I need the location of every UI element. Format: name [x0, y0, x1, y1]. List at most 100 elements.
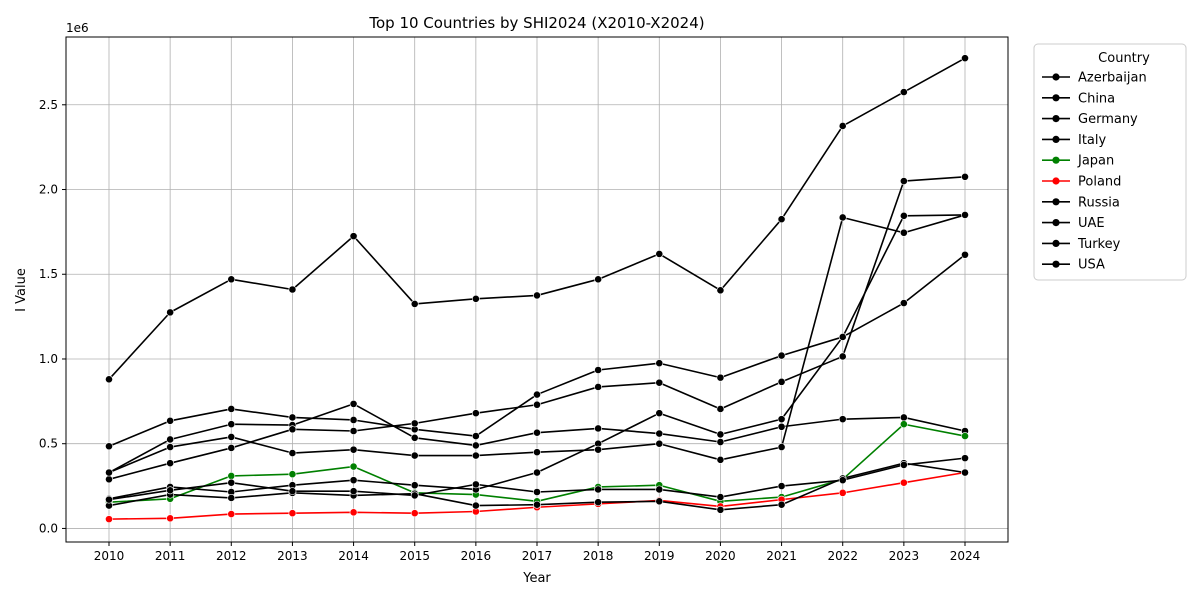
data-point	[166, 435, 175, 444]
data-point	[899, 88, 908, 96]
data-point	[349, 416, 358, 424]
legend-label: Poland	[1078, 175, 1121, 190]
y-axis-label: I Value	[14, 268, 29, 312]
legend-marker	[1052, 177, 1060, 185]
data-point	[716, 430, 725, 439]
data-point	[410, 491, 419, 500]
y-tick-label: 1.5	[39, 267, 58, 281]
x-tick-label: 2017	[522, 549, 553, 563]
data-point	[227, 478, 236, 487]
data-point	[594, 366, 603, 374]
legend-box	[1033, 43, 1187, 281]
x-axis-ticks: 2010 2011 2012 2013 2014 2015 2016 2017 2018 2019…	[94, 542, 981, 563]
data-point	[899, 228, 908, 237]
legend-marker	[1052, 73, 1060, 81]
data-point	[410, 481, 419, 490]
series-china	[105, 250, 969, 451]
y-axis-scale-label: 1e6	[66, 21, 89, 35]
data-point	[777, 215, 786, 224]
data-point	[777, 443, 786, 452]
data-point	[838, 476, 847, 485]
legend-label: China	[1078, 91, 1115, 106]
data-point	[349, 508, 358, 517]
data-point	[899, 478, 908, 487]
data-point	[655, 497, 664, 506]
legend-title: Country	[1098, 51, 1150, 66]
legend-label: UAE	[1078, 216, 1105, 231]
legend-item-russia: Russia	[1042, 195, 1120, 210]
data-point	[349, 232, 358, 241]
data-point	[471, 432, 480, 440]
legend-item-uae: UAE	[1042, 216, 1105, 231]
legend-items: Azerbaijan China Germany Italy Japan Poland Ru…	[1042, 71, 1147, 273]
x-tick-label: 2012	[216, 549, 247, 563]
data-point	[838, 333, 847, 341]
data-point	[105, 375, 113, 384]
data-point	[655, 359, 664, 368]
chart-title: Top 10 Countries by SHI2024 (X2010-X2024…	[368, 14, 704, 32]
data-point	[288, 449, 297, 457]
legend-item-poland: Poland	[1042, 175, 1121, 190]
y-axis-ticks: 0.0 0.5 1.0 1.5 2.0 2.5	[39, 98, 66, 535]
data-point	[655, 485, 664, 494]
data-point	[349, 476, 358, 485]
series-germany	[105, 399, 969, 477]
legend-item-usa: USA	[1042, 258, 1105, 273]
legend-marker	[1052, 219, 1060, 227]
legend-label: Germany	[1078, 112, 1138, 127]
data-point	[410, 509, 419, 518]
x-tick-label: 2015	[399, 549, 430, 563]
data-point	[288, 413, 297, 422]
x-tick-label: 2010	[94, 549, 125, 563]
series-uae	[105, 459, 969, 514]
data-point	[716, 405, 725, 413]
x-tick-label: 2014	[338, 549, 369, 563]
data-point	[777, 351, 786, 360]
legend-label: Russia	[1078, 195, 1120, 210]
data-point	[533, 500, 541, 509]
data-point	[777, 500, 786, 509]
x-tick-label: 2024	[950, 549, 981, 563]
series-layer	[105, 54, 969, 524]
data-point	[410, 419, 419, 428]
x-tick-label: 2018	[583, 549, 614, 563]
x-tick-label: 2011	[155, 549, 186, 563]
data-point	[899, 177, 908, 185]
data-point	[716, 438, 725, 446]
data-point	[471, 480, 480, 489]
data-point	[227, 472, 236, 480]
data-point	[777, 482, 786, 490]
x-tick-label: 2016	[461, 549, 492, 563]
data-point	[227, 433, 236, 441]
y-tick-label: 2.5	[39, 98, 58, 112]
grid	[66, 37, 1008, 542]
legend-label: Turkey	[1077, 237, 1121, 252]
data-point	[288, 509, 297, 518]
data-point	[166, 416, 175, 425]
data-point	[594, 424, 603, 433]
data-point	[471, 409, 480, 418]
x-tick-label: 2023	[889, 549, 920, 563]
data-point	[227, 275, 236, 284]
data-point	[349, 487, 358, 496]
data-point	[533, 428, 541, 437]
data-point	[227, 420, 236, 429]
legend: Country Azerbaijan China Germany Italy Japan…	[1033, 43, 1187, 281]
data-point	[349, 427, 358, 435]
data-point	[410, 433, 419, 442]
data-point	[961, 432, 969, 440]
data-point	[410, 451, 419, 460]
data-point	[471, 294, 480, 303]
data-point	[594, 485, 603, 494]
legend-marker	[1052, 198, 1060, 206]
x-tick-label: 2022	[827, 549, 858, 563]
x-tick-label: 2013	[277, 549, 308, 563]
legend-label: Azerbaijan	[1078, 71, 1147, 86]
data-point	[227, 405, 236, 413]
data-point	[533, 468, 541, 477]
data-point	[166, 486, 175, 495]
data-point	[471, 501, 480, 510]
data-point	[961, 468, 969, 477]
data-point	[777, 422, 786, 431]
